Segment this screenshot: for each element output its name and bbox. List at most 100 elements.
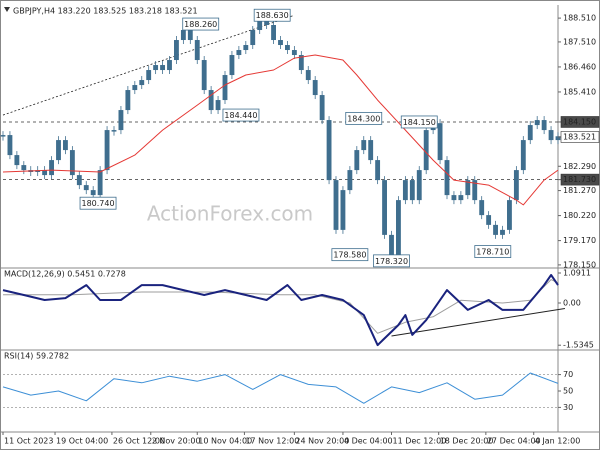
- y-tick-label: 181.270: [563, 186, 596, 195]
- price-annotation: 188.260: [184, 20, 217, 29]
- x-tick-label: 17 Nov 12:00: [245, 437, 299, 446]
- price-annotation: 178.710: [476, 248, 509, 257]
- candle: [14, 155, 20, 166]
- price-annotation-box: [182, 17, 220, 31]
- panel-title: MACD(12,26,9) 0.5451 0.7278: [4, 270, 126, 279]
- price-annotation-box: [400, 115, 438, 129]
- candle: [382, 180, 387, 235]
- candle: [375, 160, 381, 181]
- candle: [139, 80, 145, 86]
- trendline: [2, 14, 295, 116]
- candle: [458, 195, 464, 201]
- price-highlight: [560, 116, 600, 128]
- candle: [187, 30, 193, 41]
- candle: [153, 65, 159, 71]
- candle: [201, 60, 207, 91]
- candle: [479, 200, 485, 216]
- candle: [111, 130, 117, 132]
- candle: [285, 45, 290, 51]
- candle: [361, 140, 367, 151]
- candle: [527, 125, 533, 141]
- candle: [90, 190, 96, 196]
- candle: [423, 130, 429, 171]
- price-annotation-box: [345, 111, 383, 125]
- candle: [215, 100, 221, 111]
- trendline: [391, 308, 566, 337]
- price-annotation: 178.320: [375, 257, 408, 266]
- x-tick-label: 4 Dec 04:00: [344, 437, 393, 446]
- candle: [555, 136, 561, 141]
- y-tick-label: 188.510: [563, 14, 596, 23]
- candle: [125, 90, 131, 111]
- candle: [402, 180, 408, 201]
- y-tick-label: 180.220: [563, 211, 596, 220]
- candle: [472, 180, 478, 201]
- candle: [465, 180, 471, 196]
- y-tick-label: -1.5345: [563, 341, 594, 350]
- price-annotation: 184.440: [224, 111, 257, 120]
- candle: [180, 30, 186, 41]
- candle: [298, 55, 304, 71]
- candle: [437, 123, 443, 161]
- x-tick-label: 27 Dec 04:00: [487, 437, 541, 446]
- candle: [326, 120, 332, 181]
- candle: [243, 45, 249, 51]
- y-tick-label: 186.460: [563, 62, 596, 71]
- y-tick-label: 179.170: [563, 236, 596, 245]
- price-annotation-box: [331, 248, 369, 262]
- candle: [208, 90, 214, 111]
- candle: [69, 150, 75, 176]
- candle: [548, 130, 554, 141]
- series-line: [2, 54, 559, 206]
- candle: [534, 120, 540, 126]
- x-tick-label: 18 Dec 20:00: [440, 437, 494, 446]
- candle: [118, 110, 124, 131]
- candle: [507, 200, 512, 230]
- candle: [319, 95, 325, 121]
- y-tick-label: 50: [563, 387, 573, 396]
- price-annotation: 188.630: [256, 11, 289, 20]
- candle: [500, 229, 505, 235]
- candle: [222, 75, 228, 101]
- candle: [444, 160, 450, 196]
- candle: [333, 180, 339, 230]
- y-tick-label: 185.410: [563, 87, 596, 96]
- candle: [97, 170, 103, 196]
- symbol-icon: [4, 7, 10, 12]
- price-annotation: 180.740: [81, 199, 114, 208]
- candle: [486, 215, 492, 225]
- y-tick-label: 187.510: [563, 37, 596, 46]
- candle: [409, 180, 415, 201]
- y-tick-label: 0.00: [563, 299, 581, 308]
- candle: [396, 200, 401, 255]
- candle: [132, 85, 138, 91]
- price-annotation: 184.150: [403, 118, 436, 127]
- candle: [250, 30, 256, 46]
- candle: [104, 130, 110, 171]
- y-tick-label: 182.290: [563, 162, 596, 171]
- x-tick-label: 4 Jan 12:00: [535, 437, 581, 446]
- y-tick-label: 30: [563, 403, 573, 412]
- x-tick-label: 10 Nov 04:00: [198, 437, 252, 446]
- candle: [63, 140, 68, 151]
- candle: [451, 195, 457, 201]
- candle: [513, 170, 519, 201]
- price-annotation-box: [222, 108, 260, 122]
- x-tick-label: 2 Nov 20:00: [152, 437, 201, 446]
- y-tick-label: 184.150: [563, 117, 596, 126]
- candle: [146, 70, 152, 81]
- candle: [7, 135, 13, 156]
- candle: [229, 55, 235, 76]
- y-tick-label: 183.521: [563, 132, 596, 141]
- candle: [56, 140, 61, 161]
- candle: [493, 224, 498, 235]
- candle: [167, 60, 172, 71]
- panel-title: RSI(14) 59.2782: [4, 352, 69, 361]
- candle: [541, 120, 547, 131]
- candle: [49, 160, 54, 176]
- price-highlight: [560, 173, 600, 186]
- candle: [520, 140, 526, 171]
- y-tick-label: 181.730: [563, 175, 596, 184]
- x-tick-label: 11 Oct 2023: [4, 437, 53, 446]
